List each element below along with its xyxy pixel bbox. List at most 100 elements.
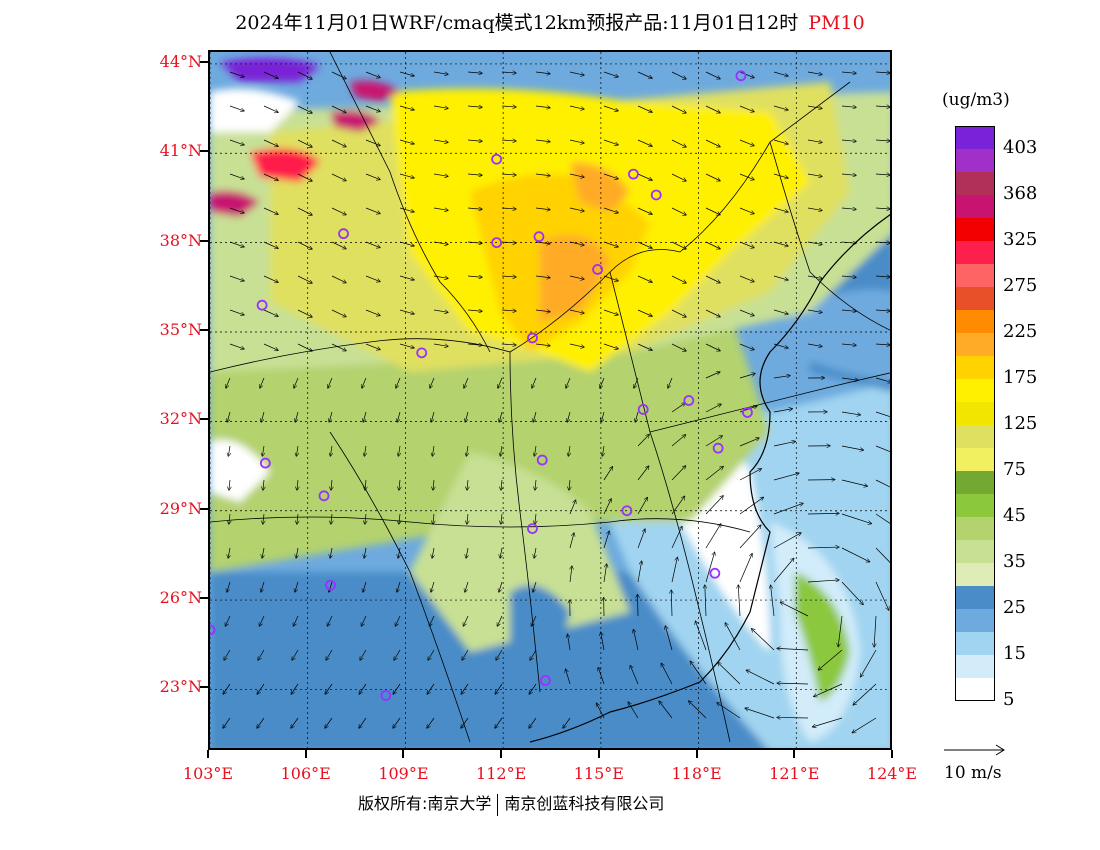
colorbar-swatch bbox=[955, 241, 995, 264]
wind-arrow bbox=[807, 309, 822, 312]
station-marker bbox=[533, 231, 545, 243]
wind-arrow bbox=[635, 411, 639, 422]
longitude-tick bbox=[500, 750, 503, 758]
station-marker bbox=[325, 579, 336, 591]
latitude-tick-label: 23°N bbox=[159, 677, 202, 697]
wind-arrow bbox=[433, 105, 448, 108]
wind-arrow bbox=[498, 377, 503, 388]
wind-arrow bbox=[841, 581, 863, 604]
wind-arrow bbox=[326, 649, 333, 660]
wind-arrow bbox=[807, 547, 839, 548]
wind-arrow bbox=[261, 581, 265, 592]
wind-arrow bbox=[875, 310, 890, 311]
wind-arrow bbox=[495, 683, 503, 694]
wind-arrow bbox=[297, 71, 312, 79]
copyright-left: 版权所有:南京大学 bbox=[358, 794, 492, 813]
longitude-tick-label: 124°E bbox=[866, 764, 918, 783]
wind-arrow bbox=[365, 105, 380, 112]
wind-arrow bbox=[739, 438, 759, 447]
wind-arrow bbox=[229, 105, 244, 111]
colorbar-swatch bbox=[955, 678, 995, 701]
wind-arrow bbox=[777, 648, 809, 650]
wind-arrow bbox=[427, 717, 435, 728]
wind-arrow bbox=[467, 344, 482, 345]
longitude-tick bbox=[304, 750, 307, 758]
wind-arrow bbox=[739, 554, 752, 583]
wind-arrow bbox=[637, 561, 642, 583]
wind-arrow bbox=[602, 445, 604, 456]
wind-arrow bbox=[297, 241, 312, 249]
wind-arrow bbox=[841, 411, 860, 415]
wind-arrow bbox=[259, 615, 265, 626]
colorbar-label: 368 bbox=[1003, 183, 1038, 204]
wind-arrow bbox=[671, 275, 686, 283]
title-variable: PM10 bbox=[808, 12, 865, 34]
colorbar-unit: (ug/m3) bbox=[942, 90, 1010, 110]
wind-arrow bbox=[365, 139, 380, 146]
wind-arrow bbox=[427, 683, 435, 694]
wind-arrow bbox=[705, 496, 723, 515]
station-marker bbox=[540, 675, 551, 686]
colorbar-swatch bbox=[955, 425, 995, 448]
station-marker bbox=[338, 228, 349, 240]
wind-arrow bbox=[297, 139, 312, 147]
wind-arrow bbox=[399, 275, 414, 280]
wind-arrow bbox=[397, 411, 401, 422]
wind-arrow bbox=[671, 403, 685, 413]
wind-arrow bbox=[875, 513, 890, 524]
wind-arrow bbox=[875, 547, 890, 563]
wind-arrow bbox=[773, 441, 795, 447]
wind-arrow bbox=[739, 241, 754, 248]
wind-arrow bbox=[364, 547, 366, 558]
wind-arrow bbox=[773, 558, 794, 583]
wind-arrow bbox=[567, 411, 571, 422]
wind-arrow bbox=[399, 173, 414, 178]
latitude-tick bbox=[200, 597, 208, 600]
wind-arrow bbox=[365, 309, 380, 316]
wind-arrow bbox=[603, 309, 618, 315]
wind-arrow bbox=[773, 343, 788, 348]
station-marker bbox=[650, 189, 662, 201]
wind-arrow bbox=[566, 377, 571, 388]
wind-arrow bbox=[875, 106, 890, 107]
wind-arrow bbox=[263, 343, 278, 350]
wind-arrow bbox=[671, 241, 686, 249]
wind-arrow bbox=[433, 309, 448, 312]
wind-arrow bbox=[433, 241, 448, 244]
wind-arrow bbox=[365, 241, 380, 248]
wind-arrow bbox=[773, 207, 788, 212]
wind-arrow bbox=[430, 377, 435, 388]
wind-arrow bbox=[532, 377, 537, 388]
wind-arrow bbox=[398, 547, 400, 558]
wind-arrow bbox=[263, 241, 278, 248]
copyright-footer: 版权所有:南京大学 南京创蓝科技有限公司 bbox=[358, 790, 664, 816]
wind-arrow bbox=[569, 479, 570, 490]
pollution-map bbox=[210, 52, 890, 748]
wind-arrow bbox=[570, 566, 572, 583]
longitude-tick-label: 109°E bbox=[378, 764, 429, 783]
wind-arrow bbox=[501, 208, 516, 209]
wind-arrow bbox=[637, 343, 652, 350]
colorbar-label: 225 bbox=[1003, 321, 1038, 342]
wind-arrow bbox=[739, 373, 755, 379]
wind-arrow bbox=[365, 513, 366, 524]
wind-arrow bbox=[529, 683, 537, 694]
colorbar-swatch bbox=[955, 287, 995, 310]
colorbar-swatch bbox=[955, 195, 995, 218]
wind-arrow bbox=[365, 343, 380, 350]
wind-arrow bbox=[467, 72, 482, 73]
longitude-tick bbox=[402, 750, 405, 758]
wind-arrow bbox=[773, 173, 788, 178]
latitude-tick bbox=[200, 418, 208, 421]
wind-arrow bbox=[739, 173, 754, 180]
wind-arrow bbox=[365, 207, 380, 214]
wind-arrow bbox=[292, 649, 299, 660]
wind-arrow bbox=[429, 615, 435, 626]
station-marker bbox=[259, 457, 271, 469]
wind-arrow bbox=[752, 629, 775, 651]
wind-arrow bbox=[875, 445, 890, 452]
wind-arrow bbox=[229, 241, 244, 247]
wind-arrow bbox=[671, 590, 672, 617]
wind-arrow bbox=[365, 173, 380, 180]
wind-arrow bbox=[397, 581, 401, 592]
